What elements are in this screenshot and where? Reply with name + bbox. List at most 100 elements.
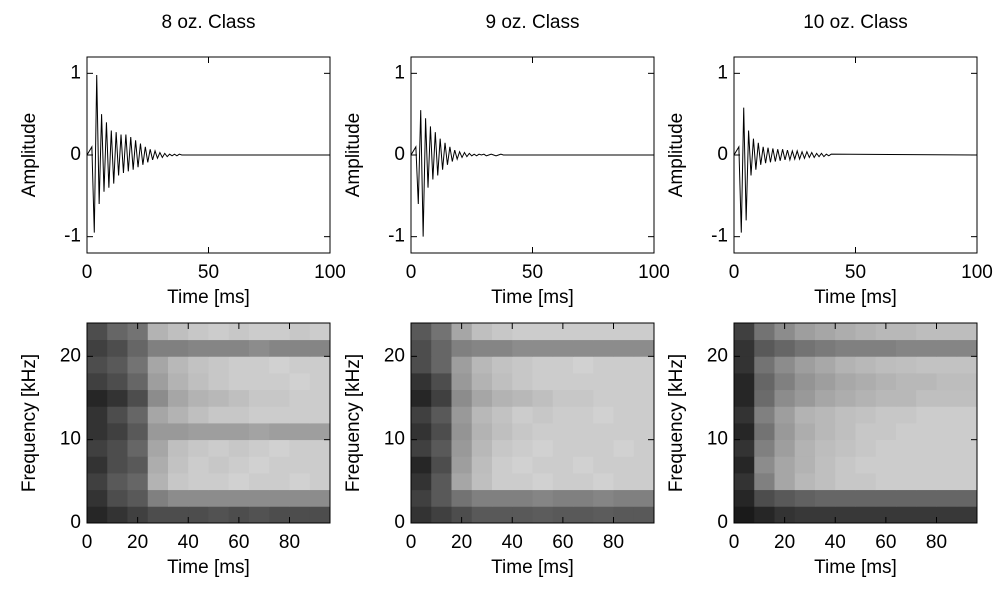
spectrogram-cell [532,356,554,374]
spectrogram-cell [87,489,108,507]
spectrogram-cell [835,439,856,457]
x-axis-label: Time [ms] [814,287,897,308]
spectrogram-cell [208,373,230,391]
spectrogram-cell [107,506,128,523]
spectrogram-cell [471,473,493,491]
spectrogram-cell [249,439,270,457]
spectrogram-cell [269,323,290,341]
spectrogram-cell [794,406,816,424]
spectrogram-cell [188,323,209,341]
spectrogram-cell [936,439,958,457]
spectrogram-cell [269,423,290,441]
spectrogram-cell [835,489,856,507]
y-tick-label: 1 [394,62,405,83]
spectrogram-cell [794,423,816,441]
spectrogram-cell [309,356,330,374]
spectrogram-cell [451,389,473,407]
spectrogram-cell [956,389,977,407]
y-tick-label: 20 [707,345,728,366]
spectrogram-cell [855,323,877,341]
spectrogram-cell [188,506,209,523]
spectrogram-cell [188,389,209,407]
spectrogram-cell [208,489,230,507]
spectrogram-cell [107,373,128,391]
x-tick-label: 40 [825,532,846,553]
spectrogram-cell [613,323,635,341]
spectrogram-cell [896,489,917,507]
spectrogram-cell [451,339,473,357]
spectrogram-cell [835,473,856,491]
spectrogram-cell [431,389,452,407]
spectrogram-cell [492,323,513,341]
spectrogram-cell [613,489,635,507]
spectrogram-cell [512,373,533,391]
spectrogram-cell [552,439,574,457]
spectrogram-cell [168,439,189,457]
spectrogram-cell [107,489,128,507]
spectrogram-cell [168,473,189,491]
spectrogram-cell [613,389,635,407]
spectrogram-cell [168,373,189,391]
spectrogram-cell [734,506,755,523]
spectrogram-cell [754,373,775,391]
spectrogram-cell [512,489,533,507]
spectrogram-cell [936,506,958,523]
spectrogram-cell [228,473,250,491]
spectrogram-cell [734,423,755,441]
spectrogram-cell [87,456,108,474]
spectrogram-cell [309,489,330,507]
spectrogram-cell [147,389,169,407]
spectrogram-cell [147,473,169,491]
spectrogram-cell [875,456,897,474]
spectrogram-cell [451,506,473,523]
spectrogram-cell [309,473,330,491]
spectrogram-cell [896,389,917,407]
spectrogram-cell [289,506,311,523]
spectrogram-cell [956,356,977,374]
spectrogram-cell [411,473,432,491]
spectrogram-cell [936,389,958,407]
spectrogram-cell [593,323,614,341]
spectrogram-cell [532,406,554,424]
spectrogram-cell [855,423,877,441]
spectrogram-cell [573,423,594,441]
spectrogram-cell [168,356,189,374]
spectrogram-cell [936,473,958,491]
spectrogram-cell [289,473,311,491]
spectrogram-cell [734,456,755,474]
spectrogram-cell [896,323,917,341]
spectrogram-cell [916,373,937,391]
spectrogram-cell [956,423,977,441]
spectrogram-cell [431,356,452,374]
spectrogram-cell [896,439,917,457]
spectrogram-cell [774,389,796,407]
spectrogram-cell [127,323,149,341]
y-axis-label: Frequency [kHz] [19,354,40,492]
spectrogram-cell [593,456,614,474]
spectrogram-cell [431,373,452,391]
spectrogram-cell [228,339,250,357]
spectrogram-cell [552,356,574,374]
x-tick-label: 0 [82,262,93,283]
spectrogram-cell [168,406,189,424]
spectrogram-cell [431,489,452,507]
spectrogram-cell [249,423,270,441]
spectrogram-cell [916,406,937,424]
spectrogram-cell [147,506,169,523]
chart-title: 10 oz. Class [803,12,908,33]
spectrogram-cell [573,373,594,391]
spectrogram-cell [188,339,209,357]
x-tick-label: 80 [279,532,300,553]
spectrogram-cell [87,389,108,407]
spectrogram-cell [916,389,937,407]
spectrogram-cell [936,489,958,507]
spectrogram-cell [127,489,149,507]
spectrogram-cell [855,473,877,491]
spectrogram-cell [794,456,816,474]
spectrogram-cell [168,389,189,407]
spectrogram-cell [87,406,108,424]
spectrogram-cell [875,323,897,341]
spectrogram-cell [875,373,897,391]
spectrogram-cell [875,489,897,507]
spectrogram-cell [774,439,796,457]
